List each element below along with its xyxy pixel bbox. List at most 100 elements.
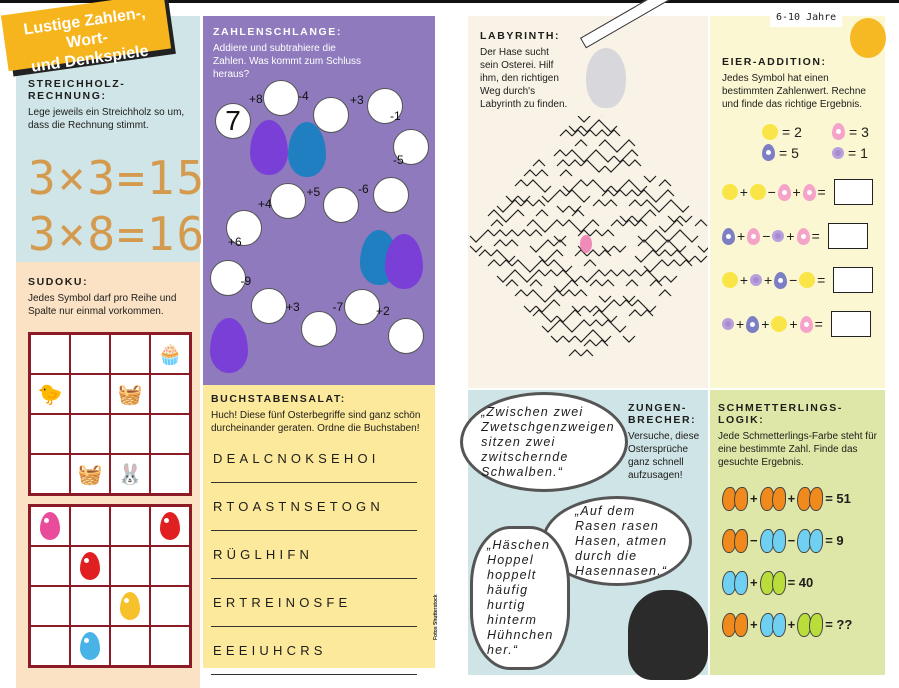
answer-circle[interactable] [263, 80, 299, 116]
sudoku-cell[interactable]: 🐰 [110, 454, 150, 494]
answer-circle[interactable] [393, 129, 429, 165]
yellow-egg-icon [120, 592, 140, 620]
schlange-title: ZAHLENSCHLANGE: [213, 26, 342, 38]
sudoku-cell[interactable] [110, 586, 150, 626]
quote-text: „Auf dem Rasen rasen Hasen, atmen durch … [575, 503, 668, 578]
operator: = [817, 272, 826, 288]
snake-operator: +3 [350, 92, 364, 107]
sudoku-cell[interactable] [150, 414, 190, 454]
sudoku-cell[interactable] [150, 374, 190, 414]
operator: + [786, 228, 795, 244]
sudoku-cell[interactable] [70, 414, 110, 454]
orange-butterfly-icon [722, 527, 748, 553]
answer-line[interactable] [211, 578, 417, 579]
answer-circle[interactable] [373, 177, 409, 213]
scrambled-word: RTOASTNSETOGN [213, 499, 384, 514]
quote-text: „Häschen Hoppel hoppelt häufig hurtig hi… [487, 538, 554, 657]
answer-circle[interactable] [388, 318, 424, 354]
blue-egg-icon [762, 144, 775, 161]
blue-butterfly-icon [759, 527, 786, 553]
sudoku-cell[interactable] [110, 414, 150, 454]
flower-icon [772, 230, 785, 242]
snake-operator: +4 [258, 196, 272, 211]
answer-line[interactable] [211, 674, 417, 675]
answer-line[interactable] [211, 626, 417, 627]
red-egg-icon [160, 512, 180, 540]
sudoku-grid-2 [28, 504, 192, 668]
sudoku-cell[interactable] [70, 586, 110, 626]
answer-line[interactable] [211, 530, 417, 531]
sudoku-cell[interactable]: 🧺 [70, 454, 110, 494]
streichholz-panel: STREICHHOLZ-RECHNUNG: Lege jeweils ein S… [16, 16, 207, 262]
maze[interactable] [468, 116, 708, 376]
operator: = [817, 184, 826, 200]
scrambled-word: EEEIUHCRS [213, 643, 327, 658]
answer-circle[interactable] [301, 311, 337, 347]
zungenbrecher-panel: ZUNGEN-BRECHER: Versuche, diese Osterspr… [460, 390, 708, 680]
pink-egg-icon [747, 227, 761, 245]
answer-circle[interactable] [270, 183, 306, 219]
schmett-title: SCHMETTERLINGS-LOGIK: [718, 402, 843, 426]
sudoku-cell[interactable] [70, 626, 110, 666]
sudoku-cell[interactable] [150, 506, 190, 546]
flower-icon [832, 146, 844, 159]
answer-circle[interactable] [323, 187, 359, 223]
matchstick-equation[interactable]: 3×3=15 [28, 151, 207, 205]
sudoku-cell[interactable]: 🧁 [150, 334, 190, 374]
chick-icon [771, 316, 788, 332]
sudoku-cell[interactable] [150, 546, 190, 586]
sudoku-cell[interactable] [70, 374, 110, 414]
answer-box[interactable] [833, 179, 873, 205]
answer-circle[interactable] [344, 289, 380, 325]
sudoku-cell[interactable] [70, 334, 110, 374]
sudoku-cell[interactable] [110, 626, 150, 666]
answer-line[interactable] [211, 482, 417, 483]
sudoku-cell[interactable] [30, 626, 70, 666]
answer-box[interactable] [830, 311, 871, 337]
operator: + [750, 616, 758, 632]
sudoku-desc: Jedes Symbol darf pro Reihe und Spalte n… [28, 293, 177, 317]
answer-circle[interactable] [226, 210, 262, 246]
sudoku-cell[interactable] [30, 586, 70, 626]
sudoku-cell[interactable] [150, 454, 190, 494]
sudoku-cell[interactable]: 🐤 [30, 374, 70, 414]
green-butterfly-icon [797, 611, 824, 637]
sudoku-cell[interactable] [30, 546, 70, 586]
sudoku-cell[interactable] [110, 546, 150, 586]
sudoku-cell[interactable] [30, 454, 70, 494]
snake-operator: +2 [376, 303, 390, 318]
sudoku-cell[interactable] [30, 334, 70, 374]
zungen-desc: Versuche, diese Ostersprüche ganz schnel… [628, 431, 700, 481]
sudoku-cell[interactable] [70, 506, 110, 546]
salat-desc: Huch! Diese fünf Osterbegriffe sind ganz… [211, 410, 421, 434]
result: = ?? [825, 616, 853, 632]
pink-egg-icon [802, 183, 816, 201]
easter-egg-icon [210, 318, 248, 373]
pink-egg-icon [832, 123, 845, 140]
answer-circle[interactable] [313, 97, 349, 133]
sudoku-cell[interactable] [150, 626, 190, 666]
legend-value: = 1 [848, 144, 868, 161]
matchstick-equation[interactable]: 3×8=16 [28, 207, 207, 261]
sudoku-cell[interactable] [150, 586, 190, 626]
sudoku-cell[interactable] [110, 334, 150, 374]
streichholz-title: STREICHHOLZ-RECHNUNG: [28, 78, 126, 102]
sudoku-cell[interactable] [110, 506, 150, 546]
easter-egg-icon [385, 234, 423, 289]
answer-circle[interactable] [251, 288, 287, 324]
sudoku-cell[interactable] [30, 506, 70, 546]
operator: − [750, 532, 758, 548]
sudoku-cell[interactable]: 🧺 [110, 374, 150, 414]
answer-circle[interactable] [210, 260, 246, 296]
snake-operator: +5 [306, 185, 321, 199]
answer-box[interactable] [827, 223, 868, 249]
sudoku-cell[interactable] [70, 546, 110, 586]
speech-bubble: „Häschen Hoppel hoppelt häufig hurtig hi… [470, 526, 570, 670]
result: = 9 [825, 532, 844, 548]
schlange-desc: Addiere und subtrahiere die Zahlen. Was … [213, 43, 362, 80]
sudoku-cell[interactable] [30, 414, 70, 454]
goal-egg-icon [580, 235, 592, 253]
answer-circle[interactable] [367, 88, 403, 124]
operator: + [737, 228, 746, 244]
answer-box[interactable] [833, 267, 873, 293]
